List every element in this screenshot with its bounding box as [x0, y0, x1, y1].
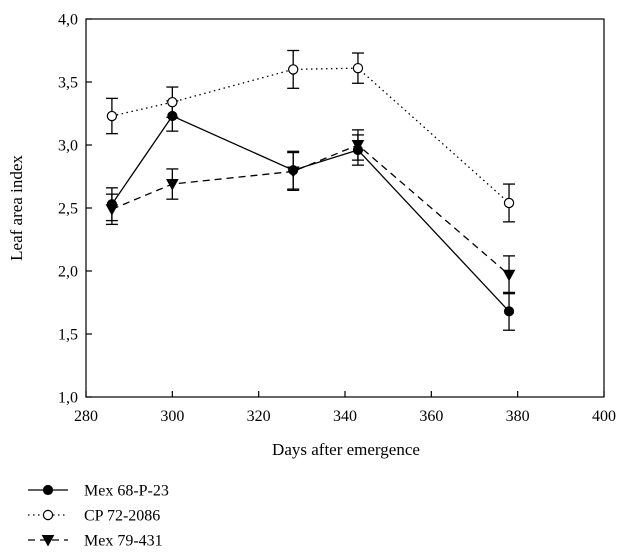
y-tick-label: 3,0 [58, 138, 78, 155]
series-line [111, 144, 510, 276]
legend-entry: Mex 79-431 [28, 533, 163, 550]
series-layer [105, 49, 516, 331]
plot-frame [85, 18, 605, 398]
marker-point [502, 269, 516, 282]
series-line [111, 67, 510, 204]
x-axis-label: Days after emergence [272, 440, 420, 459]
y-axis-label: Leaf area index [7, 155, 26, 261]
y-tick-label: 2,5 [58, 201, 78, 218]
legend-entry: Mex 68-P-23 [28, 483, 169, 500]
legend-label: Mex 68-P-23 [84, 483, 169, 500]
y-tick-label: 2,0 [58, 264, 78, 281]
x-tick-label: 380 [506, 408, 530, 425]
x-tick-label: 320 [247, 408, 271, 425]
marker-point [42, 509, 54, 521]
marker-point [105, 204, 119, 216]
legend-entry: CP 72-2086 [28, 508, 160, 525]
marker-point [286, 166, 300, 178]
marker-point [351, 140, 365, 152]
y-tick-label: 3,5 [58, 75, 78, 92]
series-0 [105, 100, 516, 331]
x-tick-label: 360 [419, 408, 443, 425]
y-tick-label: 4,0 [58, 12, 78, 29]
y-tick-label: 1,5 [58, 327, 78, 344]
marker-point [288, 64, 299, 75]
legend: Mex 68-P-23 CP 72-2086 Mex 79-431 [28, 483, 169, 550]
axes: 280 300 320 340 360 380 400 1,0 1,5 2,0 2,5 3,0 3,5 4… [58, 12, 616, 426]
marker-point [352, 62, 364, 74]
x-tick-label: 280 [74, 408, 98, 425]
series-line [111, 115, 510, 312]
legend-label: Mex 79-431 [84, 533, 163, 550]
marker-point [41, 535, 55, 547]
x-tick-label: 300 [160, 408, 184, 425]
legend-label: CP 72-2086 [84, 508, 160, 525]
x-tick-label: 340 [333, 408, 357, 425]
y-tick-label: 1,0 [58, 390, 78, 407]
marker-point [503, 197, 515, 209]
marker-point [106, 110, 118, 122]
x-tick-label: 400 [592, 408, 616, 425]
series-1 [105, 49, 516, 223]
series-2 [105, 129, 516, 295]
marker-point [503, 306, 515, 317]
marker-point [42, 484, 54, 496]
marker-point [167, 96, 178, 108]
marker-point [165, 179, 179, 191]
